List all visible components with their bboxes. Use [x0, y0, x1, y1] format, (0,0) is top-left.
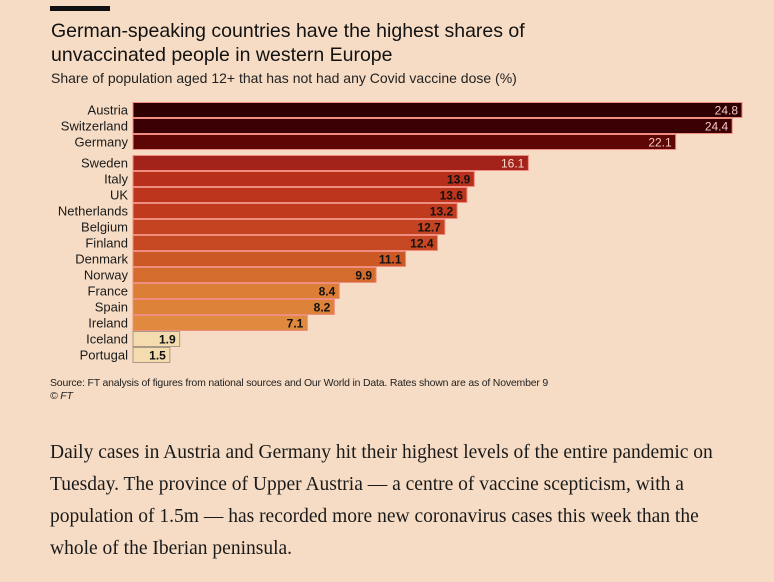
bar-chart: Austria 24.8 Switzerland 24.4 Germany 22.1 Swe… [58, 102, 743, 363]
data-label: 8.4 [319, 285, 336, 299]
bar-portugal [132, 347, 171, 363]
chart-subtitle: Share of population aged 12+ that has no… [51, 70, 517, 86]
category-label: Germany [75, 135, 129, 150]
data-label: 24.4 [705, 120, 729, 134]
bar-netherlands [132, 203, 458, 219]
bar-norway [132, 267, 377, 283]
category-label: Iceland [86, 332, 128, 347]
data-label: 13.9 [447, 173, 471, 187]
category-label: Denmark [75, 252, 128, 267]
data-label: 7.1 [287, 317, 304, 331]
category-label: Switzerland [61, 119, 128, 134]
data-label: 1.9 [159, 333, 176, 347]
article-paragraph: Daily cases in Austria and Germany hit t… [50, 442, 713, 559]
category-label: Belgium [81, 220, 128, 235]
bar-sweden [132, 155, 529, 171]
data-label: 22.1 [648, 136, 672, 150]
header-rule [50, 6, 110, 11]
bar-finland [132, 235, 438, 251]
bar-spain [132, 299, 335, 315]
bar-switzerland [132, 118, 733, 134]
bar-denmark [132, 251, 407, 267]
bar-ireland [132, 315, 308, 331]
category-label: Spain [95, 300, 128, 315]
chart-source: Source: FT analysis of figures from nati… [50, 377, 548, 403]
category-label: Norway [84, 268, 129, 283]
bar-germany [132, 134, 677, 150]
bar-uk [132, 187, 468, 203]
bar-belgium [132, 219, 446, 235]
category-label: Netherlands [58, 204, 129, 219]
category-label: Portugal [80, 348, 129, 363]
data-label: 12.7 [418, 221, 442, 235]
category-label: UK [110, 188, 128, 203]
data-label: 16.1 [501, 157, 525, 171]
data-label: 9.9 [355, 269, 372, 283]
bar-iceland [132, 331, 181, 347]
data-label: 1.5 [149, 349, 166, 363]
data-label: 12.4 [410, 237, 434, 251]
copyright: © FT [50, 390, 73, 402]
data-label: 24.8 [715, 104, 739, 118]
source-text: Source: FT analysis of figures from nati… [50, 377, 549, 389]
data-label: 13.6 [440, 189, 464, 203]
category-label: Finland [85, 236, 128, 251]
bar-france [132, 283, 340, 299]
chart-title: German-speaking countries have the highe… [51, 20, 525, 66]
bar-austria [132, 102, 743, 118]
category-label: Austria [88, 103, 129, 118]
category-label: Italy [104, 172, 128, 187]
data-label: 13.2 [430, 205, 454, 219]
data-label: 11.1 [379, 253, 402, 267]
category-label: Sweden [81, 156, 128, 171]
category-label: France [88, 284, 128, 299]
category-label: Ireland [88, 316, 128, 331]
bar-italy [132, 171, 475, 187]
data-label: 8.2 [314, 301, 331, 315]
